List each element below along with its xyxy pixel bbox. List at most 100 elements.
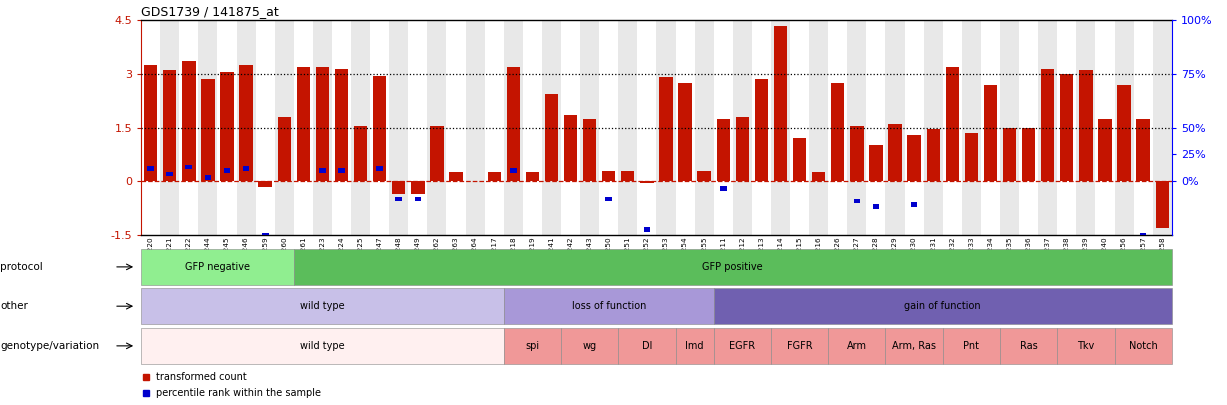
Text: protocol: protocol: [0, 262, 43, 272]
Bar: [339, 168, 345, 173]
Bar: [1002, 128, 1016, 181]
Bar: [141, 288, 504, 324]
Bar: [415, 197, 421, 201]
Text: GFP negative: GFP negative: [185, 262, 250, 272]
Bar: [771, 328, 828, 364]
Bar: [487, 172, 501, 181]
Bar: [179, 20, 199, 235]
Bar: [926, 129, 940, 181]
Bar: [605, 197, 612, 201]
Bar: [409, 20, 427, 235]
Bar: [427, 20, 447, 235]
Bar: [1140, 232, 1146, 237]
Bar: [389, 20, 409, 235]
Bar: [946, 67, 960, 181]
Text: Notch: Notch: [1129, 341, 1157, 351]
Bar: [333, 20, 351, 235]
Bar: [904, 20, 924, 235]
Text: Tkv: Tkv: [1077, 341, 1094, 351]
Bar: [201, 79, 215, 181]
Text: percentile rank within the sample: percentile rank within the sample: [156, 388, 321, 398]
Bar: [1022, 128, 1036, 181]
Bar: [964, 133, 978, 181]
Bar: [141, 249, 293, 285]
Bar: [199, 20, 217, 235]
Bar: [872, 204, 880, 209]
Bar: [1152, 20, 1172, 235]
Bar: [924, 20, 942, 235]
Bar: [888, 124, 902, 181]
Bar: [774, 26, 788, 181]
Bar: [790, 20, 809, 235]
Text: other: other: [0, 301, 28, 311]
Bar: [523, 20, 542, 235]
Bar: [697, 171, 710, 181]
Bar: [377, 166, 383, 171]
Bar: [161, 20, 179, 235]
Bar: [185, 164, 193, 169]
Text: wild type: wild type: [301, 341, 345, 351]
Bar: [812, 172, 826, 181]
Text: wg: wg: [583, 341, 596, 351]
Bar: [259, 181, 272, 187]
Bar: [243, 166, 249, 171]
Bar: [431, 126, 444, 181]
Bar: [319, 168, 325, 173]
Bar: [465, 20, 485, 235]
Bar: [261, 232, 269, 237]
Bar: [335, 68, 348, 181]
Bar: [714, 288, 1172, 324]
Bar: [277, 117, 291, 181]
Bar: [564, 115, 577, 181]
Bar: [395, 197, 402, 201]
Bar: [694, 20, 714, 235]
Bar: [850, 126, 864, 181]
Bar: [504, 288, 714, 324]
Bar: [676, 20, 694, 235]
Bar: [1134, 20, 1152, 235]
Bar: [676, 328, 714, 364]
Bar: [313, 20, 333, 235]
Bar: [755, 79, 768, 181]
Bar: [1020, 20, 1038, 235]
Bar: [205, 175, 211, 180]
Bar: [449, 172, 463, 181]
Bar: [908, 135, 920, 181]
Bar: [507, 67, 520, 181]
Bar: [984, 85, 998, 181]
Bar: [239, 65, 253, 181]
Bar: [618, 328, 676, 364]
Text: Imd: Imd: [686, 341, 704, 351]
Bar: [1156, 181, 1169, 228]
Bar: [545, 94, 558, 181]
Bar: [980, 20, 1000, 235]
Bar: [315, 67, 329, 181]
Text: Arm: Arm: [847, 341, 866, 351]
Bar: [167, 172, 173, 177]
Bar: [848, 20, 866, 235]
Bar: [793, 139, 806, 181]
Bar: [1098, 119, 1112, 181]
Bar: [942, 328, 1000, 364]
Bar: [717, 119, 730, 181]
Bar: [643, 227, 650, 232]
Bar: [854, 198, 860, 203]
Bar: [714, 20, 733, 235]
Bar: [542, 20, 561, 235]
Bar: [293, 20, 313, 235]
Bar: [866, 20, 886, 235]
Bar: [720, 186, 726, 191]
Bar: [1000, 20, 1020, 235]
Bar: [910, 202, 918, 207]
Bar: [504, 20, 523, 235]
Bar: [411, 181, 425, 194]
Text: FGFR: FGFR: [787, 341, 812, 351]
Bar: [485, 20, 504, 235]
Bar: [147, 166, 153, 171]
Bar: [1118, 85, 1131, 181]
Bar: [1040, 68, 1054, 181]
Text: spi: spi: [525, 341, 540, 351]
Bar: [771, 20, 790, 235]
Text: Pnt: Pnt: [963, 341, 979, 351]
Bar: [1096, 20, 1114, 235]
